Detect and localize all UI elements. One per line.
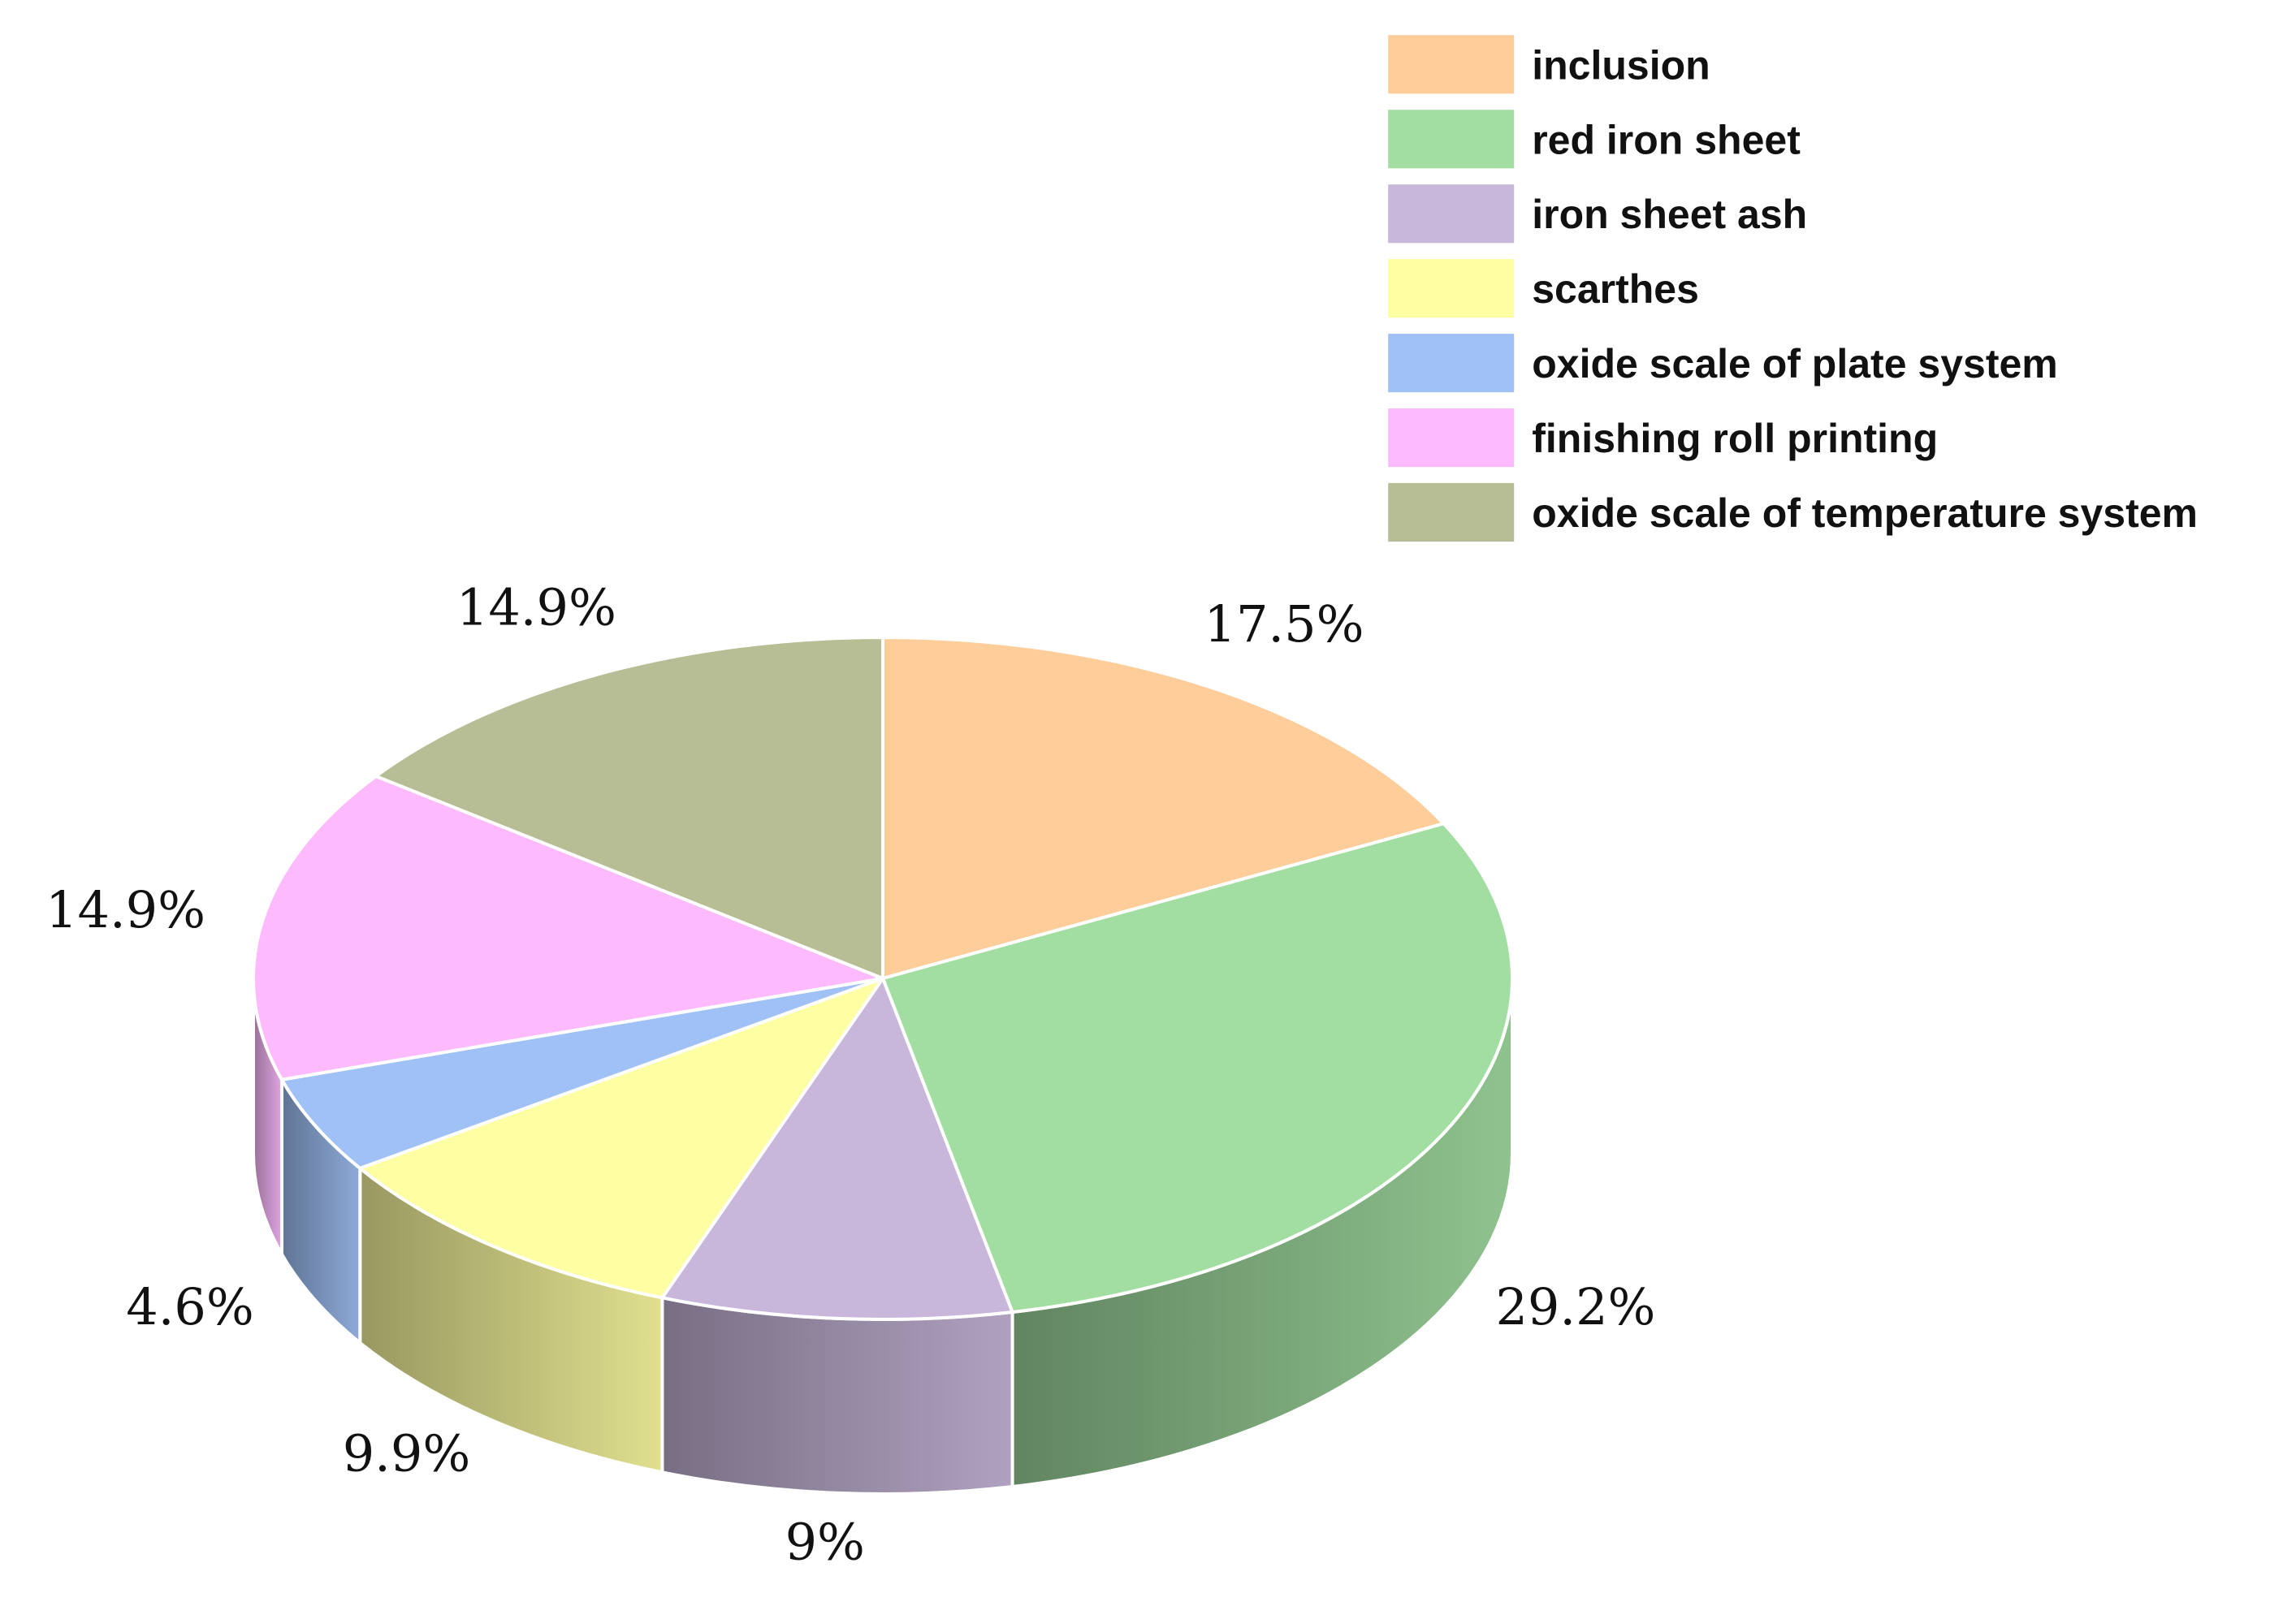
percent-label-red-iron-sheet: 29.2%: [1495, 1277, 1655, 1336]
percent-label-oxide-scale-of-temperature-system: 14.9%: [456, 578, 616, 637]
legend-swatch-iron-sheet-ash: [1388, 184, 1515, 244]
legend-swatch-inclusion: [1388, 35, 1515, 94]
slice-scarthes: [358, 977, 884, 1300]
legend-swatch-scarthes: [1388, 259, 1515, 318]
percent-label-iron-sheet-ash: 9%: [785, 1513, 865, 1572]
slice-oxide-scale-of-plate-system: [279, 977, 884, 1170]
legend-label-red-iron-sheet: red iron sheet: [1532, 117, 1801, 162]
legend-label-scarthes: scarthes: [1532, 266, 1699, 312]
percent-label-oxide-scale-of-plate-system: 4.6%: [126, 1277, 254, 1336]
slice-finishing-roll-printing: [252, 775, 884, 1081]
legend: inclusion red iron sheet iron sheet ash sca…: [1388, 35, 2198, 542]
slice-iron-sheet-ash: [660, 977, 1014, 1321]
slice-side-iron-sheet-ash: [660, 1295, 1014, 1496]
percent-label-finishing-roll-printing: 14.9%: [45, 880, 205, 939]
legend-swatch-oxide-scale-of-temperature-system: [1388, 482, 1515, 542]
percent-labels: 17.5% 29.2% 9% 9.9% 4.6% 14.9% 14.9%: [45, 578, 1655, 1572]
legend-label-finishing-roll-printing: finishing roll printing: [1532, 416, 1938, 461]
legend-label-oxide-scale-of-temperature-system: oxide scale of temperature system: [1532, 490, 2198, 536]
legend-swatch-red-iron-sheet: [1388, 110, 1515, 169]
slice-red-iron-sheet: [881, 822, 1514, 1314]
legend-label-oxide-scale-of-plate-system: oxide scale of plate system: [1532, 341, 2058, 386]
legend-swatch-oxide-scale-of-plate-system: [1388, 334, 1515, 393]
slice-inclusion: [881, 636, 1446, 980]
legend-swatch-finishing-roll-printing: [1388, 408, 1515, 468]
legend-label-inclusion: inclusion: [1532, 42, 1710, 88]
percent-label-inclusion: 17.5%: [1204, 594, 1364, 654]
pie: [252, 636, 1514, 1496]
legend-label-iron-sheet-ash: iron sheet ash: [1532, 192, 1807, 237]
percent-label-scarthes: 9.9%: [343, 1424, 471, 1483]
slice-oxide-scale-of-temperature-system: [374, 636, 884, 980]
